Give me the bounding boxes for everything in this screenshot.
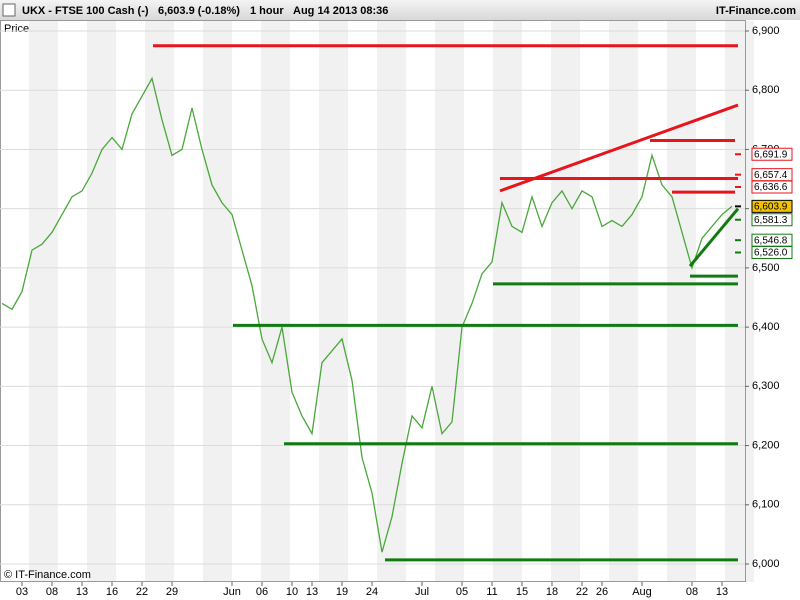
stripe	[493, 21, 522, 582]
y-tick-label: 6,800	[752, 84, 780, 96]
y-tick-label: 6,200	[752, 439, 780, 451]
x-tick-label: 08	[686, 586, 698, 598]
header-bar	[0, 0, 800, 20]
price-line	[1, 76, 733, 553]
x-tick-label: 29	[166, 586, 178, 598]
quote: 6,603.9 (-0.18%)	[158, 5, 240, 17]
price-tag-label: 6,546.8	[754, 235, 788, 246]
trend-line	[688, 207, 740, 268]
x-tick-label: 22	[136, 586, 148, 598]
y-tick-label: 6,300	[752, 380, 780, 392]
y-tick-label: 6,100	[752, 499, 780, 511]
x-tick-label: 11	[486, 586, 497, 598]
stripe	[203, 21, 232, 582]
x-tick-label: 13	[76, 586, 88, 598]
price-tag-label: 6,636.6	[754, 182, 788, 193]
stripe	[377, 21, 406, 582]
stripe	[261, 21, 290, 582]
stripe	[435, 21, 464, 582]
y-label: Price	[4, 23, 29, 35]
stripe	[145, 21, 174, 582]
y-tick-label: 6,500	[752, 262, 780, 274]
price-tag	[751, 199, 793, 213]
x-tick-label: Aug	[632, 586, 652, 598]
x-tick-label: 16	[106, 586, 118, 598]
x-tick-label: 10	[286, 586, 298, 598]
background-stripes	[29, 21, 754, 582]
x-tick-label: 06	[256, 586, 268, 598]
price-tag-label: 6,657.4	[754, 170, 788, 181]
copyright: © IT-Finance.com	[4, 569, 91, 581]
price-tag	[751, 213, 793, 227]
stripe	[667, 21, 696, 582]
x-tick-label: Jul	[415, 586, 429, 598]
x-tick-label: 13	[716, 586, 728, 598]
interval: 1 hour	[250, 5, 284, 17]
x-tick-label: 03	[16, 586, 28, 598]
x-tick-label: 26	[596, 586, 608, 598]
price-tag	[751, 245, 793, 259]
price-tag-label: 6,581.3	[754, 215, 788, 226]
price-tag	[751, 147, 793, 161]
x-tick-label: 13	[306, 586, 318, 598]
stripe	[609, 21, 638, 582]
x-tick-label: 24	[366, 586, 378, 598]
timestamp: Aug 14 2013 08:36	[293, 5, 388, 17]
x-tick-label: 19	[336, 586, 348, 598]
app-icon	[2, 3, 16, 17]
x-tick-label: Jun	[223, 586, 241, 598]
symbol: UKX - FTSE 100 Cash (-)	[22, 5, 149, 17]
price-tag-label: 6,691.9	[754, 149, 788, 160]
stripe	[87, 21, 116, 582]
brand: IT-Finance.com	[716, 5, 796, 17]
stripe	[29, 21, 58, 582]
header: UKX - FTSE 100 Cash (-) 6,603.9 (-0.18%)…	[2, 3, 796, 17]
x-tick-label: 22	[576, 586, 588, 598]
plot-frame	[0, 20, 746, 582]
x-tick-label: 08	[46, 586, 58, 598]
stripe	[725, 21, 754, 582]
y-tick-label: 6,900	[752, 25, 780, 37]
stripe	[551, 21, 580, 582]
y-tick-label: 6,000	[752, 558, 780, 570]
price-tag-label: 6,603.9	[754, 201, 788, 212]
trend-line	[499, 103, 739, 193]
x-tick-label: 05	[456, 586, 468, 598]
x-tick-label: 18	[546, 586, 558, 598]
stripe	[319, 21, 348, 582]
x-tick-label: 15	[516, 586, 528, 598]
price-tag-label: 6,526.0	[754, 248, 788, 259]
y-tick-label: 6,400	[752, 321, 780, 333]
price-tag	[751, 180, 793, 194]
